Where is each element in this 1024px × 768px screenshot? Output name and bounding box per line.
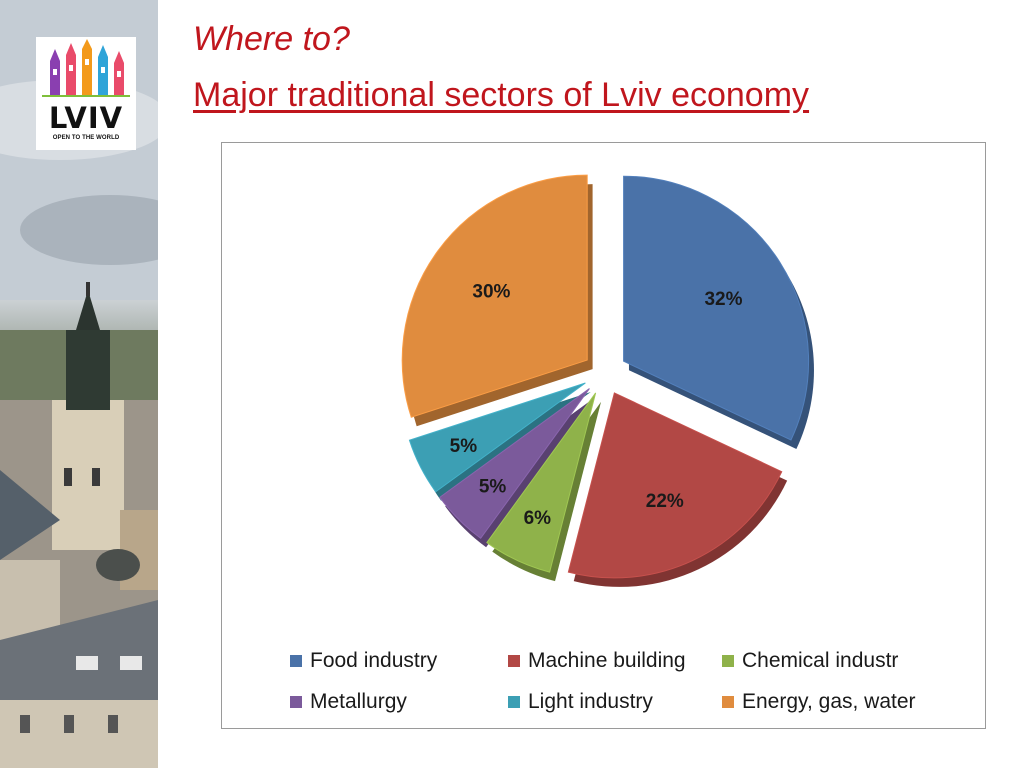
logo-wordmark: LVIV (48, 101, 124, 135)
legend-item-light-industry: Light industry (508, 690, 722, 714)
lviv-logo: LVIV OPEN TO THE WORLD (36, 37, 136, 150)
pie-slice-food-industry (623, 175, 810, 441)
legend-swatch (722, 696, 734, 708)
legend-item-food-industry: Food industry (290, 649, 508, 673)
pie-slice-energy-gas-water (401, 174, 588, 418)
city-towers-icon (42, 39, 130, 97)
pie-slice-chemical-industr (486, 392, 597, 573)
slide-title: Major traditional sectors of Lviv econom… (193, 76, 810, 114)
legend-label: Energy, gas, water (742, 690, 916, 713)
pie-slice-light-industry (408, 382, 586, 493)
legend-swatch (508, 655, 520, 667)
chart-legend: Food industry Machine building Chemical in… (290, 649, 950, 714)
legend-item-energy-gas-water: Energy, gas, water (722, 690, 942, 714)
legend-swatch (722, 655, 734, 667)
pie-chart-frame: 32% 22% 6% 5% 5% 30% Food industry Machine bui… (221, 142, 986, 729)
legend-label: Food industry (310, 649, 438, 672)
pie-label-light-industry: 5% (450, 436, 478, 457)
logo-tagline: OPEN TO THE WORLD (52, 135, 120, 141)
pie-chart: 32% 22% 6% 5%5% 30% (401, 174, 814, 587)
legend-label: Machine building (528, 649, 686, 672)
pie-slices-layer (401, 174, 810, 579)
legend-label: Chemical industr (742, 649, 899, 672)
legend-item-chemical-industr: Chemical industr (722, 649, 942, 673)
pie-label-chemical-industr: 6% (524, 508, 552, 529)
pie-label-energy-gas-water: 30% (472, 282, 510, 303)
pie-label-food-industry: 32% (704, 289, 742, 310)
legend-swatch (290, 655, 302, 667)
legend-label: Metallurgy (310, 690, 407, 713)
pie-slice-metallurgy (439, 388, 590, 539)
pie-labels-layer: 32% 22% 6% 5%5% 30% (450, 282, 743, 529)
legend-item-metallurgy: Metallurgy (290, 690, 508, 714)
legend-swatch (508, 696, 520, 708)
pie-label-machine-building: 22% (646, 491, 684, 512)
pie-label-metallurgy: 5% (479, 476, 507, 497)
legend-item-machine-building: Machine building (508, 649, 722, 673)
slide-kicker: Where to? (193, 20, 350, 58)
legend-label: Light industry (528, 690, 653, 713)
pie-slice-machine-building (567, 392, 783, 579)
legend-swatch (290, 696, 302, 708)
